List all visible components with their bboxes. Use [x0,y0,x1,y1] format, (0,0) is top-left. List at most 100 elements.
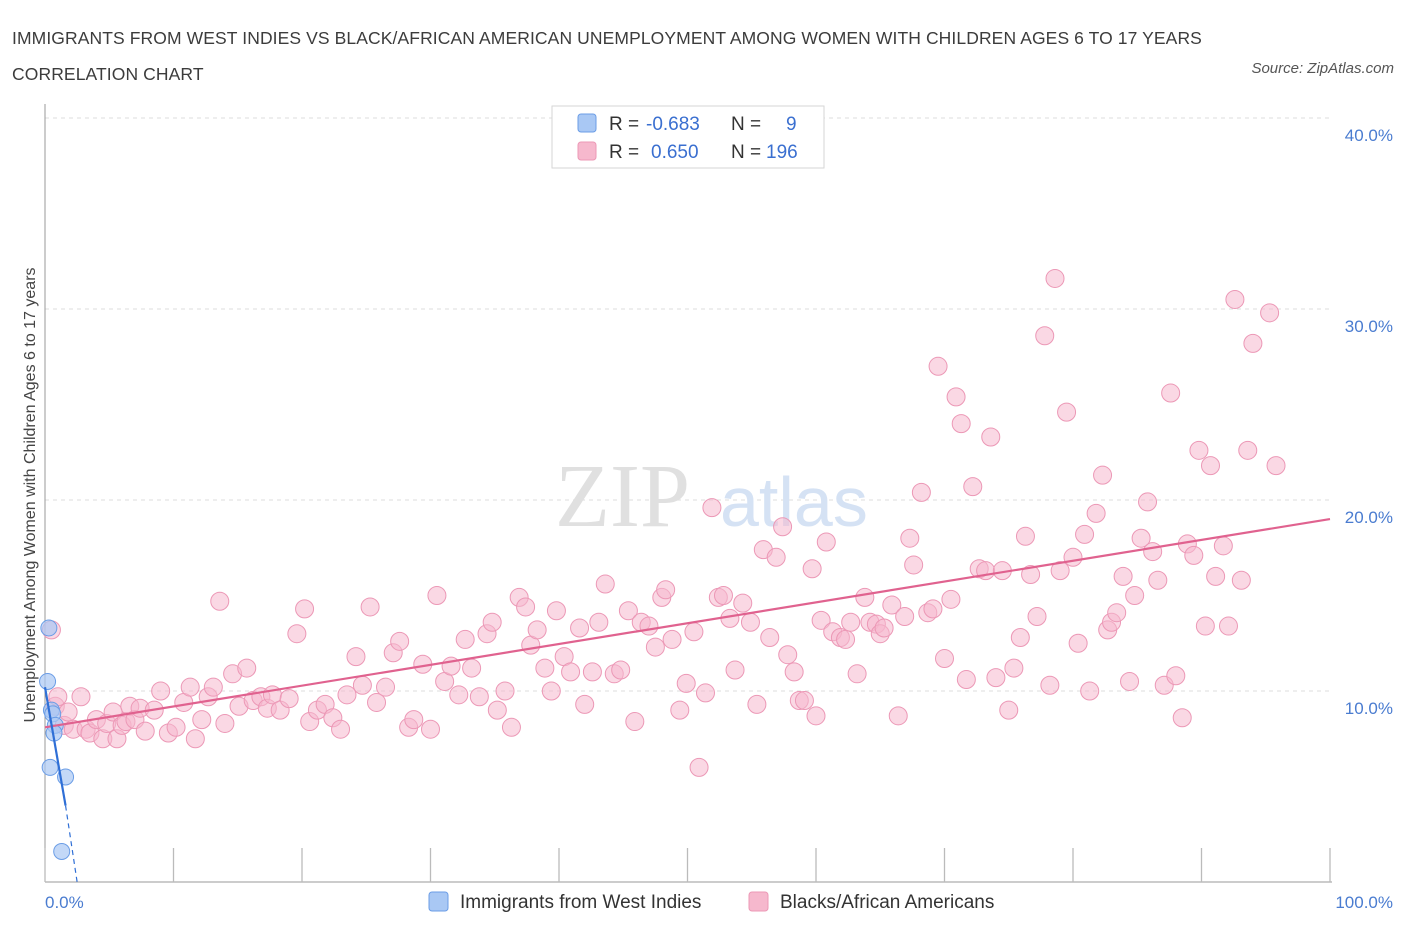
pink-point [773,517,793,537]
legend-r-value-1: -0.683 [646,114,700,135]
pink-point [595,574,615,594]
pink-point [287,624,307,644]
pink-point [495,681,515,701]
stats-legend: R = -0.683 N = 9 R = 0.650 N = 196 [551,105,825,169]
chart-source: Source: ZipAtlas.com [1251,60,1394,77]
pink-point [180,677,200,697]
pink-point [855,587,875,607]
pink-point [760,628,780,648]
x-tick-label-max: 100.0% [1335,893,1393,912]
y-tick-label: 20.0% [1345,508,1393,527]
x-tick-label-min: 0.0% [45,893,84,912]
pink-point [1238,440,1258,460]
blue-trend-line [43,686,67,806]
watermark-zip: ZIP [555,447,690,546]
pink-point [527,620,547,640]
pink-point [794,691,814,711]
pink-point [1166,666,1186,686]
pink-point [487,700,507,720]
pink-point [1225,289,1245,309]
pink-point [1138,492,1158,512]
pink-point [1063,547,1083,567]
pink-point [1172,708,1192,728]
pink-point [956,670,976,690]
pink-point [676,673,696,693]
pink-point [941,589,961,609]
pink-point [986,668,1006,688]
grid [45,117,1330,692]
pink-point [882,595,902,615]
pink-point [713,586,733,605]
legend-swatch-pink [577,141,597,161]
pink-point [1218,616,1238,636]
pink-point [670,700,690,720]
pink-point [1093,465,1113,485]
pink-point [367,692,387,712]
pink-point [806,706,826,726]
pink-point [1266,456,1286,476]
blue-point [53,842,71,860]
pink-point [135,721,155,741]
pink-point [1120,671,1140,691]
pink-point [874,618,894,638]
pink-trend-line [44,518,1331,729]
pink-point [725,660,745,680]
pink-point [449,685,469,705]
pink-point [360,597,380,617]
pink-point [346,647,366,667]
pink-point [1045,268,1065,288]
pink-point [376,677,396,697]
watermark-atlas: atlas [720,463,868,541]
bottom-legend-swatch-blue [428,891,449,912]
pink-point [911,482,931,502]
pink-point [1086,503,1106,523]
pink-point [1195,616,1215,636]
pink-point [1035,326,1055,346]
pink-point [185,729,205,749]
bottom-legend-label-pink: Blacks/African Americans [780,892,994,913]
x-tick-labels: 0.0% 100.0% [45,893,1393,912]
pink-point [482,612,502,632]
pink-point [1021,564,1041,584]
pink-point [1068,633,1088,653]
y-tick-label: 10.0% [1345,699,1393,718]
pink-point [215,713,235,733]
pink-point [570,618,590,638]
pink-point [784,662,804,682]
pink-point [1057,402,1077,422]
pink-point [1080,681,1100,701]
pink-point [895,607,915,627]
pink-point [192,710,212,730]
pink-point [561,662,581,682]
pink-point [469,687,489,707]
series-legend: Immigrants from West Indies Blacks/Afric… [428,891,994,913]
pink-point [1050,561,1070,581]
pink-point [1260,303,1280,323]
pink-point [951,414,971,434]
pink-point [1200,456,1220,476]
pink-point [946,387,966,407]
pink-point [535,658,555,678]
legend-r-label-1: R = [609,114,639,135]
pink-point [166,717,186,737]
pink-point [1143,542,1163,562]
pink-point [928,356,948,376]
pink-point [611,660,631,680]
pink-point [546,601,566,621]
pink-point [1213,536,1233,556]
pink-point [1231,570,1251,590]
bottom-legend-label-blue: Immigrants from West Indies [460,892,701,913]
y-axis-title: Unemployment Among Women with Children A… [22,267,39,722]
pink-point [766,547,786,567]
pink-point [427,586,447,605]
pink-point [516,597,536,617]
pink-point [58,702,78,722]
pink-point [999,700,1019,720]
pink-point [582,662,602,682]
pink-point [210,591,230,611]
legend-n-label-1: N = [731,114,761,135]
y-tick-label: 40.0% [1345,126,1393,145]
pink-point [337,685,357,705]
pink-point [935,649,954,669]
